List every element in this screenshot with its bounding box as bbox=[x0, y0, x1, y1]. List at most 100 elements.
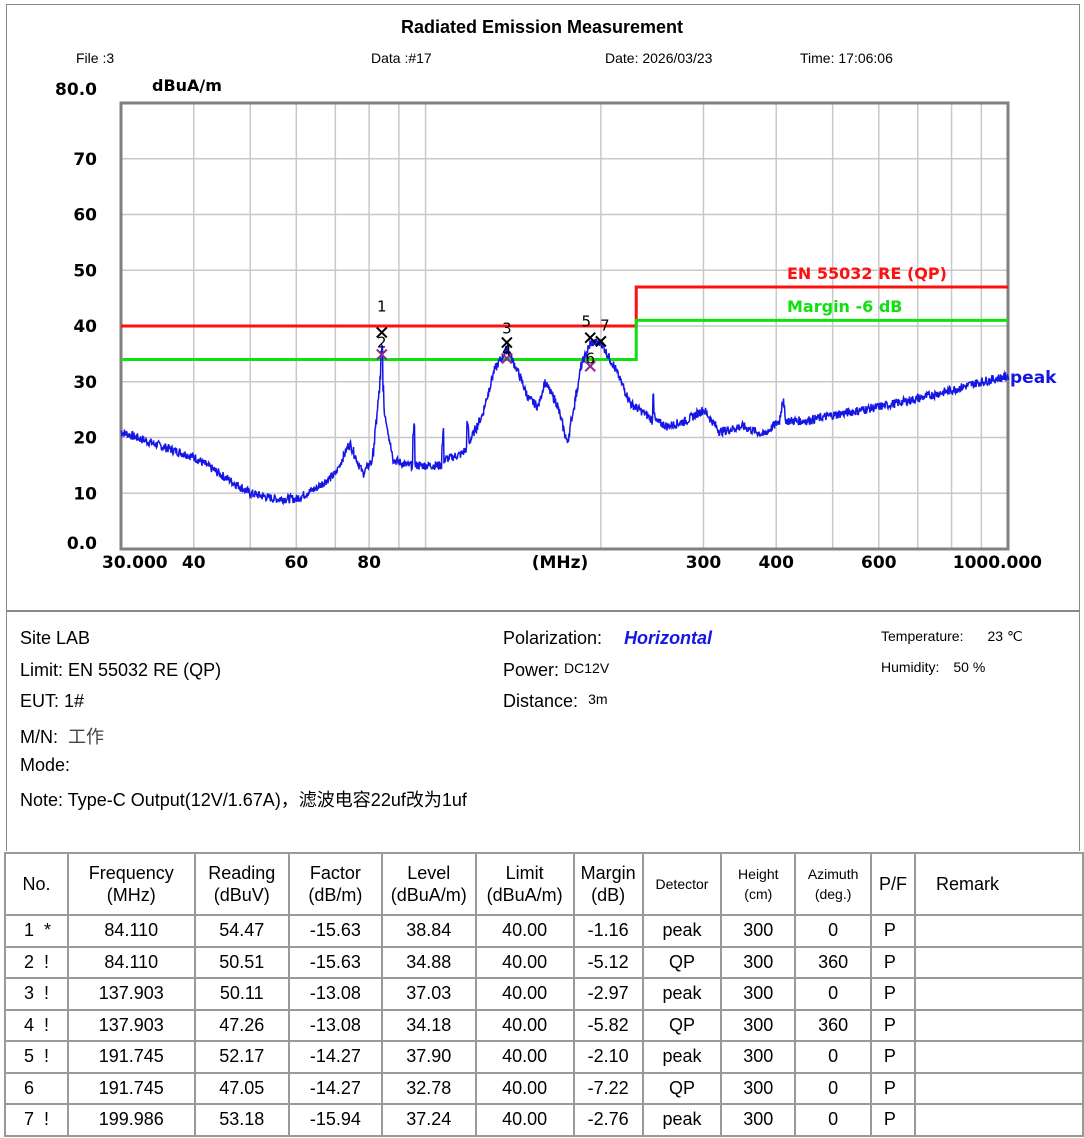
table-cell: -2.97 bbox=[572, 977, 644, 1011]
x-tick-label: 30.000 bbox=[102, 553, 168, 573]
y-axis-unit: dBuA/m bbox=[152, 76, 222, 95]
table-cell: 7 ! bbox=[4, 1103, 69, 1137]
column-header: Detector bbox=[641, 852, 723, 916]
table-cell: -14.27 bbox=[287, 1071, 383, 1105]
y-tick-label: 0.0 bbox=[67, 534, 97, 554]
marker-label: 7 bbox=[600, 316, 610, 334]
table-cell: 40.00 bbox=[474, 1103, 575, 1137]
table-cell: 40.00 bbox=[474, 914, 575, 948]
header-label: Limit bbox=[505, 863, 544, 883]
polarization-label: Polarization: bbox=[503, 628, 603, 648]
table-row: 7 ! 199.986 53.18 -15.94 37.24 40.00 -2.76 peak… bbox=[4, 1103, 1084, 1137]
x-tick-label: 60 bbox=[284, 553, 308, 573]
table-cell: 54.47 bbox=[193, 914, 290, 948]
x-tick-label: 1000.000 bbox=[953, 553, 1042, 573]
table-cell: P bbox=[869, 1040, 917, 1074]
table-cell: 40.00 bbox=[474, 1008, 575, 1042]
table-cell bbox=[914, 1071, 1084, 1105]
table-cell: -1.16 bbox=[572, 914, 644, 948]
column-header: Height (cm) bbox=[720, 852, 797, 916]
x-axis-label: (MHz) bbox=[532, 553, 589, 573]
header-label: Margin bbox=[580, 863, 636, 883]
table-cell: 300 bbox=[720, 1008, 797, 1042]
table-cell: 1 * bbox=[4, 914, 69, 948]
marker-label: 6 bbox=[585, 349, 595, 367]
marker-x-icon bbox=[584, 331, 596, 344]
table-cell: 300 bbox=[720, 914, 797, 948]
temperature-info: Temperature: 23 ℃ bbox=[881, 628, 1023, 645]
measurement-table: No. Frequency (MHz) Reading (dBuV) Factor (dB/… bbox=[4, 852, 1084, 1137]
table-cell: 50.51 bbox=[193, 945, 290, 979]
table-cell: 2 ! bbox=[4, 945, 69, 979]
x-tick-label: 300 bbox=[686, 553, 722, 573]
table-cell: 40.00 bbox=[474, 977, 575, 1011]
table-cell: -7.22 bbox=[572, 1071, 644, 1105]
table-cell: -14.27 bbox=[287, 1040, 383, 1074]
table-cell: 0 bbox=[794, 914, 872, 948]
table-cell: 84.110 bbox=[67, 914, 196, 948]
table-row: 3 ! 137.903 50.11 -13.08 37.03 40.00 -2.97 peak… bbox=[4, 977, 1084, 1011]
marker-x-icon bbox=[501, 336, 513, 349]
header-label: Reading bbox=[208, 863, 276, 883]
file-label: File :3 bbox=[76, 50, 115, 66]
table-cell: 300 bbox=[720, 945, 797, 979]
table-cell: 37.03 bbox=[380, 977, 477, 1011]
note-info: Note: Type-C Output(12V/1.67A)，滤波电容22uf改… bbox=[20, 790, 467, 810]
header-label: Level bbox=[407, 863, 451, 883]
table-cell: peak bbox=[641, 1040, 723, 1074]
table-cell: 37.24 bbox=[380, 1103, 477, 1137]
header-unit: (MHz) bbox=[106, 885, 156, 905]
table-cell: 3 ! bbox=[4, 977, 69, 1011]
table-cell: 34.88 bbox=[380, 945, 477, 979]
section-divider bbox=[6, 610, 1079, 612]
date-label: Date: 2026/03/23 bbox=[605, 50, 713, 66]
table-cell: P bbox=[869, 1071, 917, 1105]
table-cell: 5 ! bbox=[4, 1040, 69, 1074]
report-title: Radiated Emission Measurement bbox=[400, 17, 684, 37]
table-cell: P bbox=[869, 945, 917, 979]
table-cell bbox=[914, 1040, 1084, 1074]
header-unit: (dB) bbox=[591, 885, 626, 905]
table-row: 2 ! 84.110 50.51 -15.63 34.88 40.00 -5.12 QP 300… bbox=[4, 945, 1084, 979]
limit-info: Limit: EN 55032 RE (QP) bbox=[20, 660, 222, 680]
header-label: Detector bbox=[655, 876, 709, 892]
table-cell: 300 bbox=[720, 977, 797, 1011]
y-tick-label: 20 bbox=[73, 429, 97, 449]
humidity-value: 50 % bbox=[953, 659, 986, 675]
y-tick-label: 80.0 bbox=[55, 80, 97, 100]
header-unit: (deg.) bbox=[814, 886, 852, 902]
table-cell: 191.745 bbox=[67, 1071, 196, 1105]
table-cell: -5.82 bbox=[572, 1008, 644, 1042]
column-header: Azimuth (deg.) bbox=[794, 852, 872, 916]
site-info: Site LAB bbox=[20, 628, 91, 648]
humidity-label: Humidity: bbox=[881, 659, 940, 675]
table-cell: 137.903 bbox=[67, 1008, 196, 1042]
column-header: Frequency (MHz) bbox=[67, 852, 196, 916]
limit-line bbox=[121, 285, 1008, 328]
table-cell: 32.78 bbox=[380, 1071, 477, 1105]
table-cell bbox=[914, 914, 1084, 948]
trace-label: peak bbox=[1010, 368, 1057, 388]
table-cell bbox=[914, 977, 1084, 1011]
marker-label: 5 bbox=[581, 313, 591, 331]
table-cell: P bbox=[869, 1103, 917, 1137]
mn-info: M/N: 工作 bbox=[20, 723, 104, 749]
table-row: 4 ! 137.903 47.26 -13.08 34.18 40.00 -5.82 QP 30… bbox=[4, 1008, 1084, 1042]
mode-info: Mode: bbox=[20, 755, 71, 775]
table-cell: -2.10 bbox=[572, 1040, 644, 1074]
marker-x-icon bbox=[376, 348, 388, 361]
polarization-value: Horizontal bbox=[624, 628, 713, 648]
table-cell: 0 bbox=[794, 1040, 872, 1074]
table-cell: 47.05 bbox=[193, 1071, 290, 1105]
table-cell: 52.17 bbox=[193, 1040, 290, 1074]
emission-chart: 0.0 10 20 30 40 50 60 70 80.0 30.000 40 60 80 300 400 6… bbox=[55, 76, 1057, 573]
table-cell: 37.90 bbox=[380, 1040, 477, 1074]
table-cell: -13.08 bbox=[287, 977, 383, 1011]
table-cell: -13.08 bbox=[287, 1008, 383, 1042]
header-label: P/F bbox=[878, 874, 907, 894]
report-frame bbox=[6, 4, 1080, 851]
peak-trace bbox=[120, 338, 1010, 506]
table-cell: 300 bbox=[720, 1103, 797, 1137]
distance-label: Distance: bbox=[503, 691, 579, 711]
header-label: Azimuth bbox=[807, 866, 859, 882]
